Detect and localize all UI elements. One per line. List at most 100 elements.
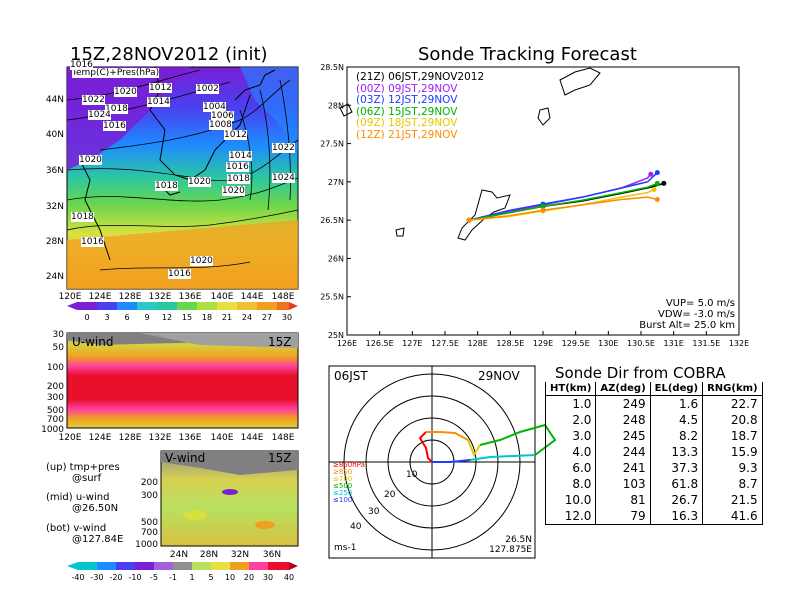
u-xtick: 128E xyxy=(119,433,142,443)
wind-colorbar xyxy=(67,562,298,570)
isobar-label: 1016 xyxy=(70,60,93,70)
table-cell: 8.7 xyxy=(702,476,763,492)
isobar-label: 1024 xyxy=(272,173,295,183)
track-point xyxy=(540,203,546,209)
track-xtick: 130.5E xyxy=(627,339,655,348)
track-legend-entry: (06Z) 15JST,29NOV xyxy=(356,105,458,118)
isobar-label: 1006 xyxy=(211,111,234,121)
table-row: 10.0 81 26.7 21.5 xyxy=(544,492,763,508)
u-xtick: 124E xyxy=(89,433,112,443)
track-ytick: 26.5N xyxy=(320,216,344,225)
map-y-ticks: 44N 40N 36N 32N 28N 24N xyxy=(46,95,64,282)
map-legend-text: Temp(C)+Pres(hPa) xyxy=(72,68,160,78)
table-cell: 249 xyxy=(595,395,651,412)
table-cell: 16.3 xyxy=(649,508,704,525)
wind-tick: -5 xyxy=(150,573,158,582)
track-xtick: 128E xyxy=(468,339,488,348)
track-legend-entry: (21Z) 06JST,29NOV2012 xyxy=(356,71,485,83)
track-point xyxy=(661,180,667,186)
table-cell: 241 xyxy=(595,460,651,476)
u-ytick: 100 xyxy=(47,363,64,373)
table-cell: 26.7 xyxy=(649,492,704,508)
table-cell: 245 xyxy=(595,428,651,444)
isobar-label: 1018 xyxy=(71,212,94,222)
map-xtick: 144E xyxy=(241,292,264,302)
map-ytick: 24N xyxy=(46,272,64,282)
polar-position: 26.5N 127.875E xyxy=(470,535,532,555)
u-xtick: 148E xyxy=(272,433,295,443)
wind-tick: 10 xyxy=(225,573,235,582)
table-cell: 41.6 xyxy=(702,508,763,525)
isobar-label: 1020 xyxy=(79,155,102,165)
polar-position-lat: 26.5N xyxy=(505,535,532,545)
pressure-legend: ≥850hPa ≥850 ≤700 ≤500 ≤250 ≤100 xyxy=(333,462,365,504)
track-plot xyxy=(339,66,740,336)
temp-tick: 6 xyxy=(124,313,129,322)
side-note-line: (mid) u-wind xyxy=(46,492,110,503)
table-cell: 3.0 xyxy=(544,428,597,444)
temp-colorbar xyxy=(67,302,298,310)
vwind-label: V-wind xyxy=(165,451,206,465)
table-cell: 244 xyxy=(595,444,651,460)
temp-colorbar-ticks: 0 3 6 9 12 15 18 21 24 27 30 xyxy=(84,313,292,322)
surface-map xyxy=(66,66,299,290)
v-ytick: 700 xyxy=(141,528,158,538)
map-ytick: 40N xyxy=(46,130,64,140)
table-cell: 248 xyxy=(595,412,651,428)
side-note-line: (bot) v-wind xyxy=(46,523,107,534)
side-note-up: (up) tmp+pres @surf xyxy=(46,462,120,484)
isobar-label: 1020 xyxy=(188,177,211,187)
temp-tick: 27 xyxy=(262,313,272,322)
cobra-header: AZ(deg) xyxy=(595,382,651,396)
track-param: Burst Alt= 25.0 km xyxy=(639,320,735,331)
track-ytick: 28.5N xyxy=(320,63,344,72)
track-xtick: 127E xyxy=(402,339,422,348)
track-xtick: 129E xyxy=(533,339,553,348)
wind-tick: -20 xyxy=(109,573,122,582)
v-xtick: 32N xyxy=(231,550,249,560)
temp-tick: 0 xyxy=(84,313,89,322)
track-xtick: 130E xyxy=(598,339,618,348)
wind-tick: -30 xyxy=(90,573,103,582)
table-cell: 103 xyxy=(595,476,651,492)
map-ytick: 36N xyxy=(46,166,64,176)
wind-tick: 40 xyxy=(284,573,294,582)
side-note-bot: (bot) v-wind @127.84E xyxy=(46,523,123,545)
cobra-title: Sonde Dir from COBRA xyxy=(555,364,726,382)
isobar-label: 1018 xyxy=(155,181,178,191)
table-cell: 15.9 xyxy=(702,444,763,460)
ring-label: 40 xyxy=(350,522,362,532)
wind-tick: 20 xyxy=(244,573,254,582)
table-cell: 21.5 xyxy=(702,492,763,508)
u-xtick: 140E xyxy=(211,433,234,443)
temp-tick: 15 xyxy=(182,313,192,322)
vwind-time: 15Z xyxy=(268,451,292,465)
isobar-label: 1022 xyxy=(272,143,295,153)
table-cell: 18.7 xyxy=(702,428,763,444)
u-ytick: 50 xyxy=(53,343,65,353)
isobar-label: 1008 xyxy=(209,120,232,130)
v-xtick: 24N xyxy=(170,550,188,560)
track-xtick: 128.5E xyxy=(496,339,524,348)
track-y-ticks: 25N 25.5N 26N 26.5N 27N 27.5N 28N 28.5N xyxy=(320,63,351,340)
temp-tick: 12 xyxy=(162,313,172,322)
track-ytick: 26N xyxy=(328,254,344,263)
map-xtick: 124E xyxy=(89,292,112,302)
track-xtick: 132E xyxy=(729,339,749,348)
table-row: 4.0 244 13.3 15.9 xyxy=(544,444,763,460)
table-cell: 37.3 xyxy=(649,460,704,476)
v-ytick: 200 xyxy=(141,478,158,488)
isobar-label: 1014 xyxy=(229,151,252,161)
track-ytick: 25.5N xyxy=(320,293,344,302)
u-xtick: 136E xyxy=(179,433,202,443)
table-cell: 4.5 xyxy=(649,412,704,428)
track-legend-entry: (00Z) 09JST,29NOV xyxy=(356,82,458,95)
isobar-label: 1024 xyxy=(88,110,111,120)
table-row: 6.0 241 37.3 9.3 xyxy=(544,460,763,476)
track-ytick: 28N xyxy=(328,101,344,110)
track-ytick: 25N xyxy=(328,331,344,340)
u-xtick: 144E xyxy=(241,433,264,443)
table-row: 1.0 249 1.6 22.7 xyxy=(544,395,763,412)
track-point xyxy=(651,187,657,193)
